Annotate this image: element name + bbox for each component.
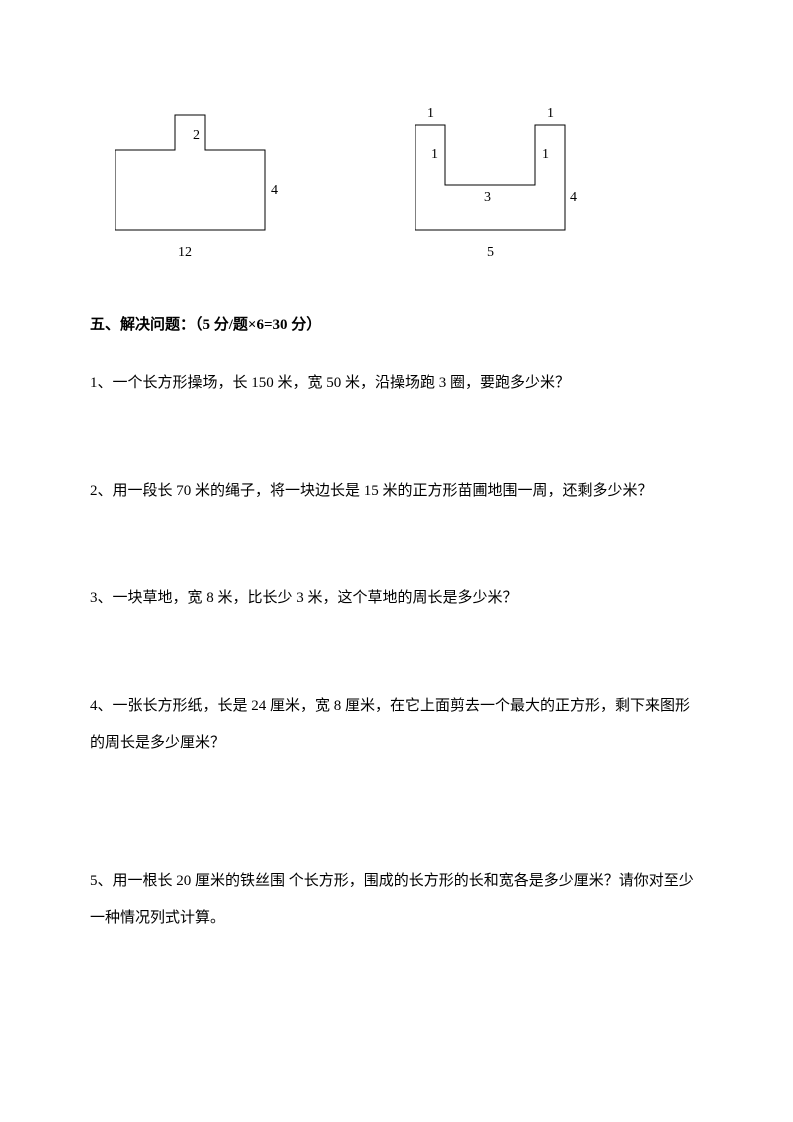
question-1: 1、一个长方形操场，长 150 米，宽 50 米，沿操场跑 3 圈，要跑多少米？	[90, 365, 703, 403]
shape2-label-inner-left: 1	[431, 147, 438, 163]
question-4: 4、一张长方形纸，长是 24 厘米，宽 8 厘米，在它上面剪去一个最大的正方形，…	[90, 688, 703, 763]
shape2-label-right: 4	[570, 190, 577, 206]
shape2-label-bottom: 5	[487, 245, 494, 261]
shape1-label-right: 4	[271, 183, 278, 199]
shape-2-svg	[415, 100, 585, 240]
question-3: 3、一块草地，宽 8 米，比长少 3 米，这个草地的周长是多少米？	[90, 580, 703, 618]
section-title: 五、解决问题：（5 分/题×6=30 分）	[90, 310, 703, 340]
shape1-label-bottom: 12	[178, 245, 192, 261]
diagram-shape-2: 1 1 1 1 3 4 5	[415, 100, 585, 240]
diagram-shape-1: 2 4 12	[115, 100, 275, 240]
question-2: 2、用一段长 70 米的绳子，将一块边长是 15 米的正方形苗圃地围一周，还剩多…	[90, 473, 703, 511]
diagrams-row: 2 4 12 1 1 1 1 3 4 5	[90, 100, 703, 240]
shape2-label-inner-bottom: 3	[484, 190, 491, 206]
question-5: 5、用一根长 20 厘米的铁丝围 个长方形，围成的长方形的长和宽各是多少厘米？请…	[90, 863, 703, 938]
page-content: 2 4 12 1 1 1 1 3 4 5 五、解决问题：（5 分/题×6=30 …	[0, 0, 793, 938]
shape1-label-top: 2	[193, 128, 200, 144]
shape-1-svg	[115, 100, 275, 240]
shape2-label-inner-right: 1	[542, 147, 549, 163]
shape2-label-top-right: 1	[547, 106, 554, 122]
shape2-label-top-left: 1	[427, 106, 434, 122]
